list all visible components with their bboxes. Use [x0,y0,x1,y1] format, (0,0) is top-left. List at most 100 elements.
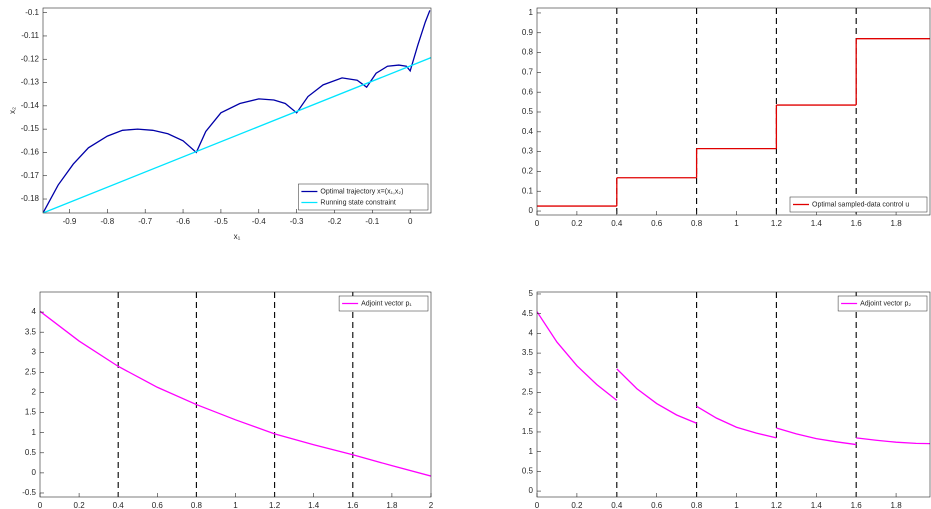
x-tick-label: 1.2 [269,501,281,509]
y-tick-label: 0.5 [522,107,534,116]
subplot: 0 0.2 0.4 0.6 0.8 1 1.2 1.4 1.6 1.8 0 0.1 0.2 0.3 0.4 0… [522,7,931,228]
y-tick-label: 1 [529,447,534,456]
subplot: 0 0.2 0.4 0.6 0.8 1 1.2 1.4 1.6 1.8 2-0.500.511.52… [22,291,434,509]
y-tick-label: 0.6 [522,87,534,96]
plot-area [43,10,431,213]
y-tick-label: -0.12 [21,54,40,63]
y-tick-label: -0.18 [21,194,40,203]
legend-label: Adjoint vector p₂ [860,300,911,307]
x-tick-label: 1.6 [851,501,863,509]
x-tick-label: 0.4 [611,219,623,228]
axes-box [42,7,432,214]
x-tick-label: 0.6 [152,501,164,509]
x-tick-label: 0 [535,219,540,228]
x-tick-label: -0.8 [100,217,114,226]
y-tick-label: -0.15 [21,124,40,133]
step-riser [616,38,857,207]
y-tick-label: 3 [529,368,534,377]
y-tick-label: -0.14 [21,101,40,110]
legend: Optimal trajectory x=(x₁,x₂) Running stat… [298,183,429,211]
x-tick-label: -0.9 [63,217,77,226]
legend-box [789,196,928,213]
y-tick-label: 0 [529,206,534,215]
x-tick-label: 0 [535,501,540,509]
x-tick-label: -0.4 [252,217,266,226]
y-tick-label: 1.5 [522,427,534,436]
x-tick-label: 1.4 [811,219,823,228]
legend: Adjoint vector p₁ [338,295,429,312]
y-tick-label: 0.8 [522,48,534,57]
x-tick-label: 1.6 [851,219,863,228]
x-tick-label: 1.8 [386,501,398,509]
y-tick-label: 0 [529,486,534,495]
x-tick-label: 0.8 [191,501,203,509]
y-tick-label: 0.5 [522,466,534,475]
legend: Optimal sampled-data control u [789,196,928,213]
plot-area [537,292,930,497]
y-tick-label: -0.1 [25,8,39,17]
legend-label: Running state constraint [320,199,396,206]
x-tick-label: 0.2 [74,501,86,509]
y-tick-label: -0.16 [21,148,40,157]
series-line [40,310,431,477]
x-tick-label: 1.6 [347,501,359,509]
legend-box [298,183,429,211]
x-tick-label: 1 [233,501,238,509]
y-tick-label: 5 [529,289,534,298]
y-tick-label: 3.5 [25,327,37,336]
y-axis-label: x₂ [8,107,17,114]
y-tick-label: 0.4 [522,127,534,136]
x-tick-label: -0.3 [290,217,304,226]
x-tick-label: 1 [734,501,739,509]
y-tick-label: 2 [32,388,37,397]
subplot: 0 0.2 0.4 0.6 0.8 1 1.2 1.4 1.6 1.8 0 0.5 1 1.5 2 2.5 3 3… [522,289,931,509]
x-tick-label: 0.8 [691,219,703,228]
y-tick-label: 1 [529,8,534,17]
legend: Adjoint vector p₂ [837,295,928,312]
legend-label: Optimal sampled-data control u [812,201,909,208]
y-tick-label: 0.1 [522,186,534,195]
x-tick-label: 0.4 [113,501,125,509]
y-tick-label: -0.17 [21,171,40,180]
axes-box [39,291,432,498]
legend-label: Optimal trajectory x=(x₁,x₂) [320,188,403,195]
plot-area [537,8,930,215]
series-line [43,10,431,213]
x-tick-label: 2 [429,501,434,509]
y-tick-label: 4 [529,329,534,338]
x-tick-label: 1.4 [811,501,823,509]
y-tick-label: 0 [32,468,37,477]
x-tick-label: 1.8 [891,219,903,228]
series-line [537,311,930,446]
x-tick-label: -0.1 [365,217,379,226]
legend-box [338,295,429,312]
x-tick-label: 1.2 [771,219,783,228]
y-tick-label: 0.2 [522,167,534,176]
y-tick-label: -0.13 [21,78,40,87]
x-tick-label: 0.4 [611,501,623,509]
legend-box [837,295,928,312]
y-tick-label: -0.5 [22,488,36,497]
x-tick-label: 1.4 [308,501,320,509]
y-tick-label: 0.3 [522,147,534,156]
y-tick-label: 1.5 [25,408,37,417]
axes-box [536,7,931,216]
plot-area [40,292,431,497]
x-tick-label: 0.6 [651,219,663,228]
x-tick-label: -0.5 [214,217,228,226]
x-tick-label: 0.8 [691,501,703,509]
x-tick-label: 0 [408,217,413,226]
x-tick-label: 0.2 [571,501,583,509]
x-axis-label: x₁ [234,232,241,241]
y-tick-label: 0.9 [522,28,534,37]
y-tick-label: 2 [529,407,534,416]
x-tick-label: 1.8 [891,501,903,509]
series-line [43,57,431,213]
y-tick-label: 1 [32,428,37,437]
x-tick-label: 1.2 [771,501,783,509]
y-tick-label: 2.5 [522,388,534,397]
y-tick-label: 3.5 [522,348,534,357]
y-tick-label: 3 [32,347,37,356]
x-tick-label: -0.6 [176,217,190,226]
